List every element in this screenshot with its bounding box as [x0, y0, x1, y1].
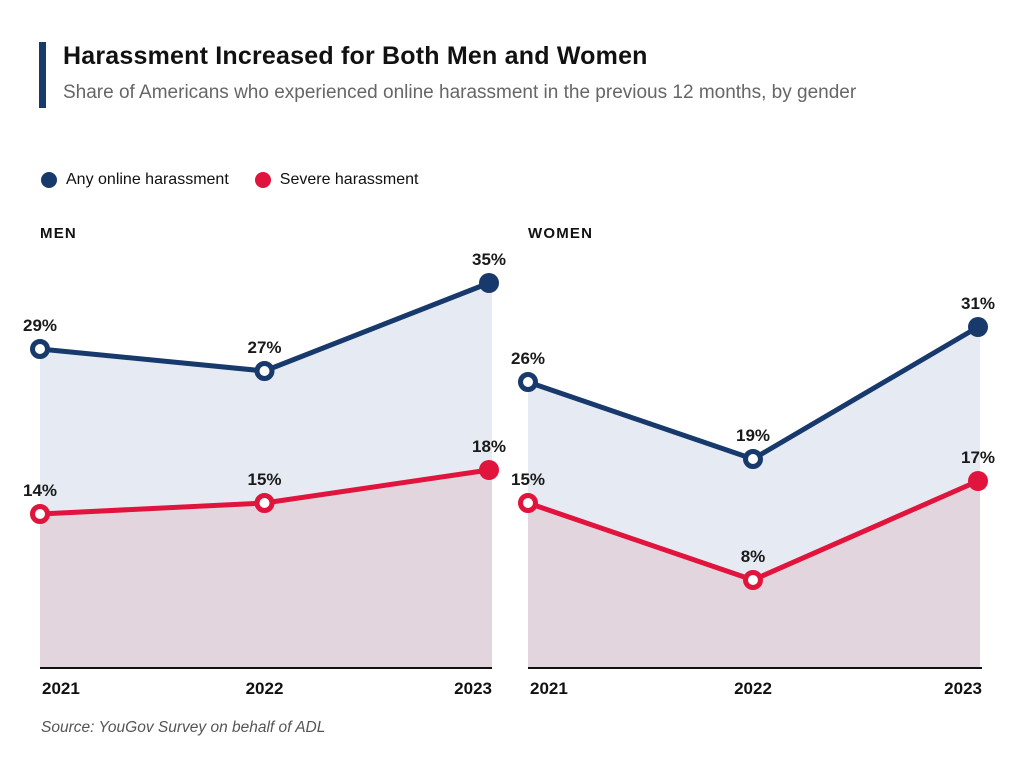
marker-severe-harassment-2022	[743, 570, 763, 590]
data-label-severe-harassment-2023: 18%	[472, 437, 506, 456]
men-panel-title: MEN	[40, 225, 77, 242]
legend: Any online harassment Severe harassment	[41, 171, 419, 189]
marker-any-online-harassment-2021	[518, 372, 538, 392]
legend-label-severe-harassment: Severe harassment	[279, 171, 419, 188]
legend-item-severe-harassment: Severe harassment	[254, 171, 419, 189]
marker-severe-harassment-2021	[518, 493, 538, 513]
marker-severe-harassment-2022	[254, 493, 275, 513]
data-label-any-online-harassment-2023: 31%	[961, 294, 995, 313]
marker-any-online-harassment-2023	[479, 273, 499, 293]
data-label-severe-harassment-2022: 15%	[247, 470, 281, 489]
title-block: Harassment Increased for Both Men and Wo…	[46, 42, 858, 108]
chart-subtitle: Share of Americans who experienced onlin…	[63, 82, 857, 103]
data-label-any-online-harassment-2022: 19%	[736, 426, 770, 445]
data-label-severe-harassment-2023: 17%	[961, 448, 995, 467]
marker-severe-harassment-2021	[30, 504, 50, 524]
data-label-any-online-harassment-2021: 26%	[511, 349, 545, 368]
women-panel-chart: WOMEN 26% 19% 31% 15% 8% 17% 2021 2022 2023	[511, 225, 995, 698]
charts-container: MEN 29% 27% 35% 14% 15% 18% 2021 2022 2023 WOMEN 2…	[0, 200, 1020, 710]
men-panel-chart: MEN 29% 27% 35% 14% 15% 18% 2021 2022 2023	[23, 225, 506, 698]
legend-dot-any-harassment-icon	[41, 172, 57, 188]
chart-title: Harassment Increased for Both Men and Wo…	[63, 42, 648, 70]
x-tick-2021: 2021	[42, 679, 80, 698]
marker-any-online-harassment-2022	[743, 449, 763, 469]
x-tick-2022: 2022	[734, 679, 772, 698]
women-panel-title: WOMEN	[528, 225, 593, 242]
marker-severe-harassment-2023	[968, 471, 988, 491]
x-tick-2023: 2023	[454, 679, 492, 698]
severe-harassment-area	[528, 481, 980, 668]
marker-severe-harassment-2023	[479, 460, 499, 480]
data-label-severe-harassment-2021: 15%	[511, 470, 545, 489]
title-accent-bar	[39, 42, 46, 108]
severe-harassment-area	[40, 470, 492, 668]
source-note: Source: YouGov Survey on behalf of ADL	[41, 719, 326, 736]
data-label-severe-harassment-2022: 8%	[741, 547, 766, 566]
marker-any-online-harassment-2021	[30, 339, 50, 359]
header: Harassment Increased for Both Men and Wo…	[39, 42, 858, 108]
data-label-any-online-harassment-2021: 29%	[23, 316, 57, 335]
legend-dot-severe-harassment-icon	[254, 172, 271, 188]
legend-item-any-harassment: Any online harassment	[41, 171, 229, 189]
marker-any-online-harassment-2023	[968, 317, 988, 337]
x-tick-2021: 2021	[530, 679, 568, 698]
x-tick-2023: 2023	[944, 679, 982, 698]
data-label-any-online-harassment-2022: 27%	[247, 338, 281, 357]
x-tick-2022: 2022	[246, 679, 284, 698]
data-label-severe-harassment-2021: 14%	[23, 481, 57, 500]
marker-any-online-harassment-2022	[254, 361, 275, 381]
data-label-any-online-harassment-2023: 35%	[472, 250, 506, 269]
legend-label-any-harassment: Any online harassment	[66, 171, 229, 188]
